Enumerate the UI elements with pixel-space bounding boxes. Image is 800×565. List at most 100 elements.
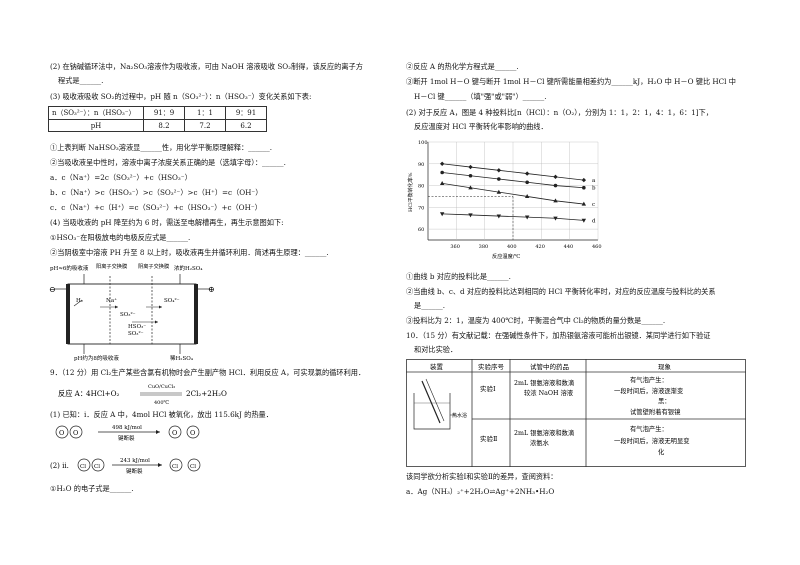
r2b-text: H－Cl 键______（填"强"或"弱"）______. (414, 92, 547, 101)
chart-series-line-c (442, 182, 584, 205)
chart-point-c (496, 189, 502, 194)
chart-y-tick: 70 (418, 205, 424, 211)
chart-point-c (553, 198, 558, 203)
exp1-phenomenon: 试管壁附着有银镜 (630, 407, 681, 416)
chart-point-d (468, 213, 473, 218)
chart-point-c (581, 201, 587, 206)
known-text: (1) 已知：i．反应 A 中，4mol HCl 被氧化，放出 115.6kJ … (50, 410, 273, 419)
chart-point-b (525, 180, 529, 185)
p4-text: (4) 当吸收液的 pH 降至约为 6 时，需送至电解槽再生，再生示意图如下: (50, 218, 284, 227)
chart-point-a (468, 164, 473, 170)
ph-cell: 7.2 (184, 119, 226, 132)
exp1-phenomenon: 一段时间后，溶液逐渐变 (614, 386, 684, 395)
reaction-a: 反应 A： 4HCl+O₂ CuO/CuCl₂ 400℃ 2Cl₂+2H₂O (58, 380, 258, 406)
r5a-text: ②当曲线 b、c、d 对应的投料比达到相同的 HCl 平衡转化率时，对应的反应温… (406, 287, 716, 296)
chart-point-b (582, 185, 586, 190)
option-c: c．c（Na⁺）+c（H⁺）=c（SO₃²⁻）+c（HSO₃⁻）+c（OH⁻） (50, 203, 262, 212)
ratio-label: n（SO₃²⁻）：n（HSO₃⁻） (48, 106, 144, 120)
experiment-table: 热水浴 装置 实验序号 试管中的药品 现象 实验Ⅰ 2mL 银氨溶液和数滴 较浓… (406, 359, 746, 467)
th-exp-no: 实验序号 (478, 362, 505, 371)
bond-energy-diagram: O O 498 kJ/mol 键断裂 O O (2) ii. Cl Cl 243… (50, 420, 250, 492)
chart-point-d (553, 216, 558, 221)
r3b-text: 反应温度对 HCl 平衡转化率影响的曲线． (414, 122, 548, 131)
dg-h2: H₂ (76, 298, 83, 304)
dg-top-left: pH≈6的吸收液 (50, 264, 89, 272)
r4-text: ①曲线 b 对应的投料比是______. (406, 272, 511, 281)
r9-text: a．Ag（NH₃）₂⁺+2H₂O⇌Ag⁺+2NH₃•H₂O (406, 487, 555, 496)
th-apparatus: 装置 (430, 362, 444, 371)
chart-ylabel: HCl平衡转化率% (407, 172, 414, 212)
chart-point-b (440, 170, 444, 175)
electrolysis-diagram: pH≈6的吸收液 阳离子交换膜 阴离子交换膜 浓的H₂SO₄ ⊖ ⊕ H₂ Na… (48, 262, 218, 362)
atom-cl: Cl (190, 464, 196, 470)
chart-point-a (581, 177, 587, 183)
chart-series-line-d (442, 213, 584, 221)
chart-point-b (553, 183, 558, 188)
table-row: pH 8.2 7.2 6.2 (48, 119, 267, 132)
chart-curve-label: d (592, 218, 596, 224)
q1-text: ①上表判断 NaHSO₃溶液显______性，用化学平衡原理解释：______. (50, 143, 272, 152)
dg-so3b: SO₃²⁻ (128, 330, 144, 337)
exp1-phenomenon: 有气泡产生： (630, 375, 668, 384)
chart-x-tick: 420 (535, 244, 545, 250)
p3-text: (3) 吸收液吸收 SO₂的过程中，pH 随 n（SO₃²⁻）：n（HSO₃⁻）… (50, 92, 312, 101)
dg-bottom-right: 稀H₂SO₄ (170, 354, 194, 362)
chart-point-a (496, 168, 502, 173)
ph-cell: 8.2 (143, 119, 185, 132)
atom-o: O (59, 429, 64, 437)
q2-text: ②当吸收液呈中性时，溶液中离子浓度关系正确的是（选填字母）：______. (50, 158, 286, 167)
chart-curve-label: c (592, 202, 595, 208)
exp1-phenomenon: 黑： (658, 397, 671, 405)
ratio-cell: 91：9 (143, 106, 185, 120)
chart-point-b (468, 173, 473, 178)
chart-point-c (468, 185, 473, 190)
dg-anion-membrane: 阴离子交换膜 (138, 262, 169, 270)
energy-1-note: 键断裂 (118, 434, 135, 442)
reaction-temp: 400℃ (154, 400, 170, 406)
chart-point-d (496, 214, 502, 219)
dg-top-right: 浓的H₂SO₄ (174, 264, 203, 272)
chart-point-a (553, 174, 558, 180)
dg-bottom-left: pH约为8的吸收液 (74, 354, 119, 362)
r2a-text: ③断开 1mol H－O 键与断开 1mol H－Cl 键所需能量相差约为___… (406, 77, 736, 86)
p2-line1: (2) 在钠碱循环法中，Na₂SO₃溶液作为吸收液，可由 NaOH 溶液吸收 S… (50, 62, 363, 71)
chart-point-a (524, 171, 530, 176)
exp2-reagent: 浓氨水 (530, 438, 550, 447)
dg-so3: SO₃²⁻ (120, 311, 136, 318)
reaction-catalyst: CuO/CuCl₂ (148, 384, 175, 390)
dg-cation-membrane: 阳离子交换膜 (96, 262, 127, 270)
atom-o: O (190, 429, 195, 437)
reaction-left: 4HCl+O₂ (86, 389, 120, 398)
atom-cl: Cl (80, 464, 86, 470)
exp2-phenomenon: 化 (658, 447, 665, 456)
option-a: a．c（Na⁺）=2c（SO₃²⁻）+c（HSO₃⁻） (50, 173, 192, 182)
energy-1: 498 kJ/mol (112, 425, 142, 431)
chart-x-tick: 380 (479, 244, 489, 250)
atom-o: O (73, 429, 78, 437)
q4a-text: ①HSO₃⁻在阳极放电的电极反应式是______. (50, 233, 191, 242)
chart-x-tick: 400 (507, 244, 517, 250)
chart-point-a (439, 161, 445, 166)
r3a-text: (2) 对于反应 A，图是 4 种投料比[n（HCl）：n（O₂），分别为 1：… (406, 108, 713, 117)
dg-plus: ⊕ (208, 285, 215, 294)
chart-x-tick: 460 (592, 244, 602, 250)
h2o-question: ①H₂O 的电子式是______. (50, 484, 134, 493)
dg-so4: SO₄²⁻ (164, 297, 180, 304)
atom-cl: Cl (94, 464, 100, 470)
chart-curve-label: a (592, 178, 596, 184)
table-row: n（SO₃²⁻）：n（HSO₃⁻） 91：9 1：1 9：91 (48, 106, 267, 120)
reaction-label: 反应 A： (58, 389, 87, 398)
chart-point-d (581, 218, 587, 223)
chart-point-d (524, 215, 530, 220)
chart-point-c (439, 180, 445, 185)
chart-point-d (439, 212, 445, 217)
p2-line2: 程式是______. (58, 76, 104, 85)
chart-x-tick: 360 (450, 244, 460, 250)
chart-y-tick: 90 (418, 162, 424, 168)
r1-text: ②反应 A 的热化学方程式是______. (406, 62, 519, 71)
ph-label: pH (48, 119, 144, 132)
chart-series-line-b (442, 172, 584, 189)
r7a-text: 10．（15 分）有文献记载：在强碱性条件下，加热银氨溶液可能析出银镜．某同学进… (406, 331, 711, 340)
ii-label: (2) ii. (50, 462, 69, 470)
